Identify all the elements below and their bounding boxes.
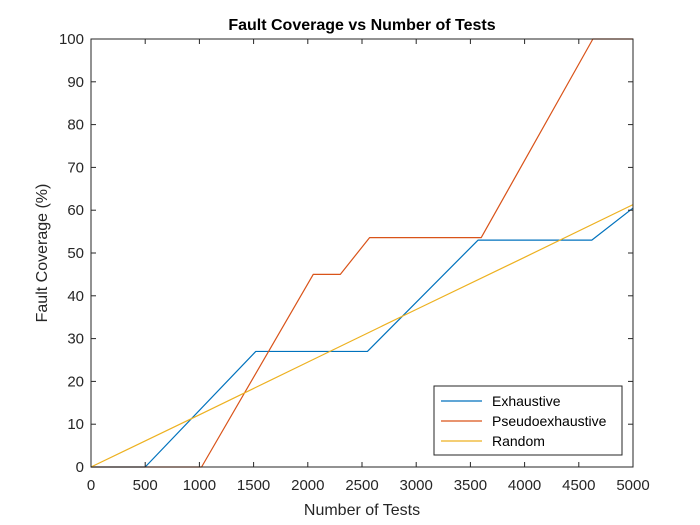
x-tick-label: 2500 [345, 477, 378, 494]
axes-box [90, 38, 634, 468]
tick-labels-layer: 0 500 1000 1500 2000 2500 3000 3500 4000 4500 5000… [59, 31, 650, 494]
y-tick-label: 90 [67, 74, 84, 91]
x-tick-label: 4500 [562, 477, 595, 494]
y-tick-label: 20 [67, 373, 84, 390]
y-tick-label: 50 [67, 245, 84, 262]
x-tick-label: 3000 [400, 477, 433, 494]
series-line-random [90, 204, 634, 468]
x-axis-title: Number of Tests [304, 502, 420, 519]
x-tick-label: 2000 [291, 477, 324, 494]
x-tick-label: 1500 [237, 477, 270, 494]
chart-title: Fault Coverage vs Number of Tests [228, 17, 495, 34]
y-tick-label: 100 [59, 31, 84, 48]
x-tick-label: 4000 [508, 477, 541, 494]
legend: Exhaustive Pseudoexhaustive Random [433, 385, 623, 456]
legend-label-pseudoexhaustive: Pseudoexhaustive [492, 413, 607, 429]
y-tick-label: 0 [76, 459, 84, 476]
legend-label-random: Random [492, 433, 545, 449]
y-tick-label: 70 [67, 159, 84, 176]
y-tick-label: 80 [67, 117, 84, 134]
x-tick-label: 500 [133, 477, 158, 494]
y-tick-label: 40 [67, 288, 84, 305]
x-tick-label: 0 [87, 477, 95, 494]
y-tick-label: 30 [67, 331, 84, 348]
series-line-pseudoexhaustive [91, 38, 633, 468]
x-tick-label: 3500 [454, 477, 487, 494]
y-axis-title: Fault Coverage (%) [34, 184, 51, 323]
legend-label-exhaustive: Exhaustive [492, 393, 561, 409]
y-tick-label: 10 [67, 416, 84, 433]
x-tick-label: 5000 [616, 477, 649, 494]
ticks-layer [90, 38, 634, 468]
x-tick-label: 1000 [183, 477, 216, 494]
y-tick-label: 60 [67, 202, 84, 219]
